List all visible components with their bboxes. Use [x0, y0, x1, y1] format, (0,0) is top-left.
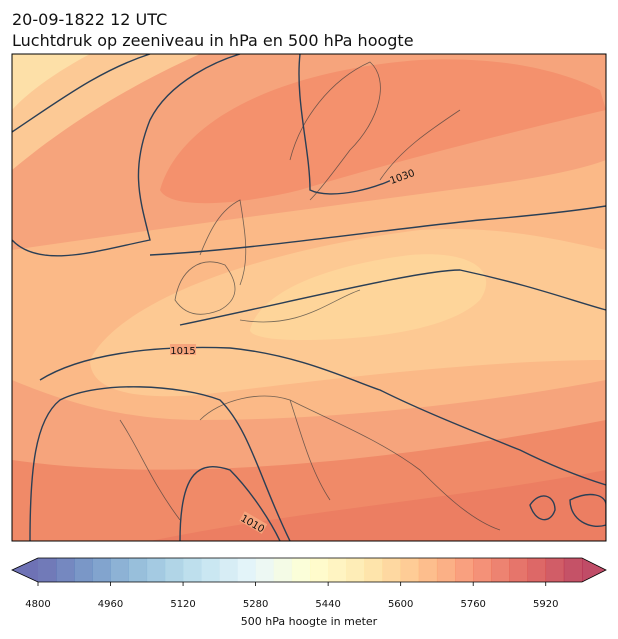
field	[160, 59, 606, 204]
colorbar-segment	[38, 558, 57, 582]
colorbar-tick-label: 5600	[388, 599, 413, 610]
colorbar-segment	[346, 558, 365, 582]
isobar	[12, 54, 151, 133]
contour-label-bg	[239, 511, 268, 534]
colorbar-segment	[92, 558, 111, 582]
colorbar-segment	[146, 558, 166, 582]
field	[12, 54, 200, 170]
colorbar-segment	[382, 558, 401, 582]
colorbar-segment	[183, 558, 202, 582]
colorbar-tick-label: 5440	[315, 599, 340, 610]
colorbar-segment	[291, 558, 311, 582]
colorbar-segment	[310, 558, 329, 582]
colorbar-extend-high	[582, 558, 606, 582]
colorbar-segment	[56, 558, 75, 582]
contour-label: 1015	[170, 346, 195, 357]
colorbar-label: 500 hPa hoogte in meter	[241, 615, 378, 628]
colorbar-segment	[128, 558, 148, 582]
colorbar-tick-label: 5920	[533, 599, 558, 610]
colorbar-tick-label: 5760	[460, 599, 485, 610]
colorbar-segment	[473, 558, 492, 582]
colorbar-tick-label: 5280	[243, 599, 268, 610]
colorbar-segment	[436, 558, 456, 582]
colorbar-segment	[201, 558, 220, 582]
colorbar-segment	[255, 558, 275, 582]
colorbar-tick-label: 4960	[98, 599, 123, 610]
colorbar-frame	[11, 557, 607, 583]
isobar	[12, 54, 241, 257]
field	[12, 54, 90, 110]
isobar	[39, 346, 606, 486]
colorbar: 4800 4960 5120 5280 5440 5600 5760 5920	[11, 557, 607, 610]
isobar	[298, 54, 411, 195]
colorbar-segment	[273, 558, 293, 582]
isobar	[29, 386, 291, 541]
colorbar-segment	[237, 558, 256, 582]
colorbar-segment	[400, 558, 420, 582]
isobar	[529, 493, 606, 527]
colorbar-segment	[110, 558, 129, 582]
subtitle: Luchtdruk op zeeniveau in hPa en 500 hPa…	[12, 31, 414, 50]
contour-label-bg	[387, 165, 416, 186]
isobar	[179, 466, 281, 541]
coastline	[119, 61, 501, 531]
colorbar-tick-label: 4800	[25, 599, 50, 610]
colorbar-segment	[364, 558, 383, 582]
coastline	[174, 199, 247, 315]
colorbar-segment	[455, 558, 474, 582]
colorbar-segment	[545, 558, 565, 582]
map-frame	[11, 53, 607, 542]
field	[250, 254, 487, 340]
title: 20-09-1822 12 UTC	[12, 10, 167, 29]
isobar	[149, 205, 606, 256]
isobar	[179, 269, 606, 326]
colorbar-segment	[527, 558, 547, 582]
map	[12, 54, 606, 541]
colorbar-segment	[563, 558, 583, 582]
colorbar-segment	[164, 558, 184, 582]
colorbar-segment	[509, 558, 528, 582]
colorbar-segment	[74, 558, 93, 582]
colorbar-segment	[418, 558, 438, 582]
colorbar-segment	[219, 558, 238, 582]
colorbar-tick-label: 5120	[170, 599, 195, 610]
colorbar-extend-low	[12, 558, 38, 582]
colorbar-segment	[491, 558, 510, 582]
colorbar-segment	[328, 558, 347, 582]
contour-label-bg	[170, 344, 196, 355]
